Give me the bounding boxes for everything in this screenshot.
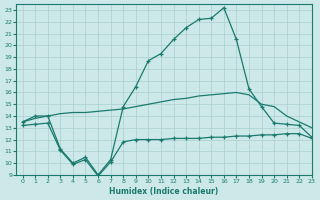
X-axis label: Humidex (Indice chaleur): Humidex (Indice chaleur): [109, 187, 219, 196]
